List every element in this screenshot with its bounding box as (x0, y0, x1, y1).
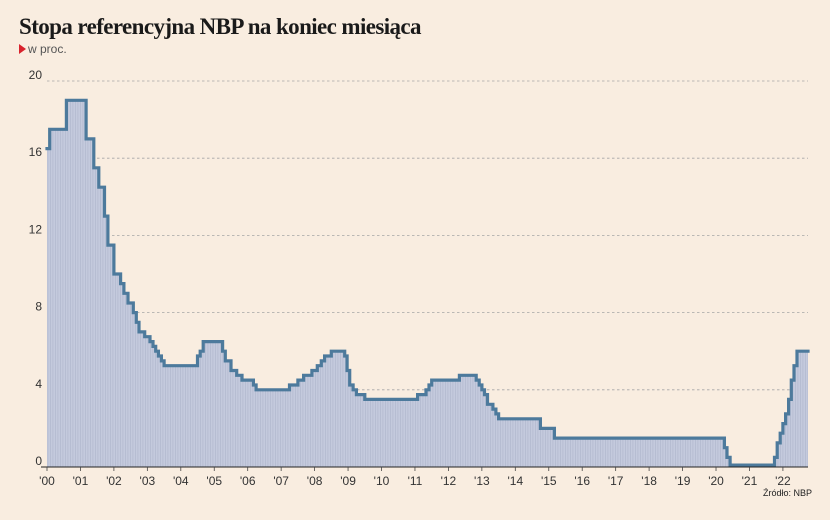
y-axis-ticks: 0 4 8 12 16 20 (29, 68, 43, 468)
x-tick-label: '19 (675, 474, 691, 488)
x-tick-label: '09 (340, 474, 356, 488)
x-tick-label: '07 (273, 474, 289, 488)
x-tick-label: '02 (106, 474, 122, 488)
x-axis-ticks: '00 '01 '02 '03 '04 '05 '06 '07 '08 '09 '10 '11 '12 '… (39, 467, 791, 488)
x-tick-label: '08 (307, 474, 323, 488)
y-tick-label: 12 (29, 222, 43, 236)
y-tick-label: 20 (29, 68, 43, 82)
x-tick-label: '00 (39, 474, 55, 488)
x-tick-label: '15 (541, 474, 557, 488)
x-tick-label: '06 (240, 474, 256, 488)
x-tick-label: '22 (775, 474, 791, 488)
x-tick-label: '18 (641, 474, 657, 488)
source-note: Źródło: NBP (762, 488, 812, 498)
y-tick-label: 4 (35, 377, 42, 391)
x-tick-label: '16 (574, 474, 590, 488)
series-area (47, 100, 808, 468)
x-tick-label: '03 (140, 474, 156, 488)
x-tick-label: '10 (374, 474, 390, 488)
chart-subtitle: w proc. (19, 42, 67, 56)
y-tick-label: 0 (35, 454, 42, 468)
plot-area (45, 98, 810, 468)
x-tick-label: '04 (173, 474, 189, 488)
y-tick-label: 16 (29, 145, 43, 159)
x-tick-label: '11 (408, 474, 423, 488)
grid-lines (47, 80, 808, 391)
x-tick-label: '13 (474, 474, 490, 488)
subtitle-text: w proc. (28, 42, 67, 56)
red-triangle-icon (19, 44, 26, 54)
x-tick-label: '20 (708, 474, 724, 488)
y-tick-label: 8 (35, 300, 42, 314)
series-line (45, 98, 810, 467)
x-tick-label: '05 (206, 474, 222, 488)
x-tick-label: '12 (441, 474, 457, 488)
x-tick-label: '01 (73, 474, 89, 488)
x-tick-label: '17 (608, 474, 624, 488)
x-tick-label: '21 (742, 474, 758, 488)
x-tick-label: '14 (507, 474, 523, 488)
chart-title: Stopa referencyjna NBP na koniec miesiąc… (19, 14, 422, 39)
